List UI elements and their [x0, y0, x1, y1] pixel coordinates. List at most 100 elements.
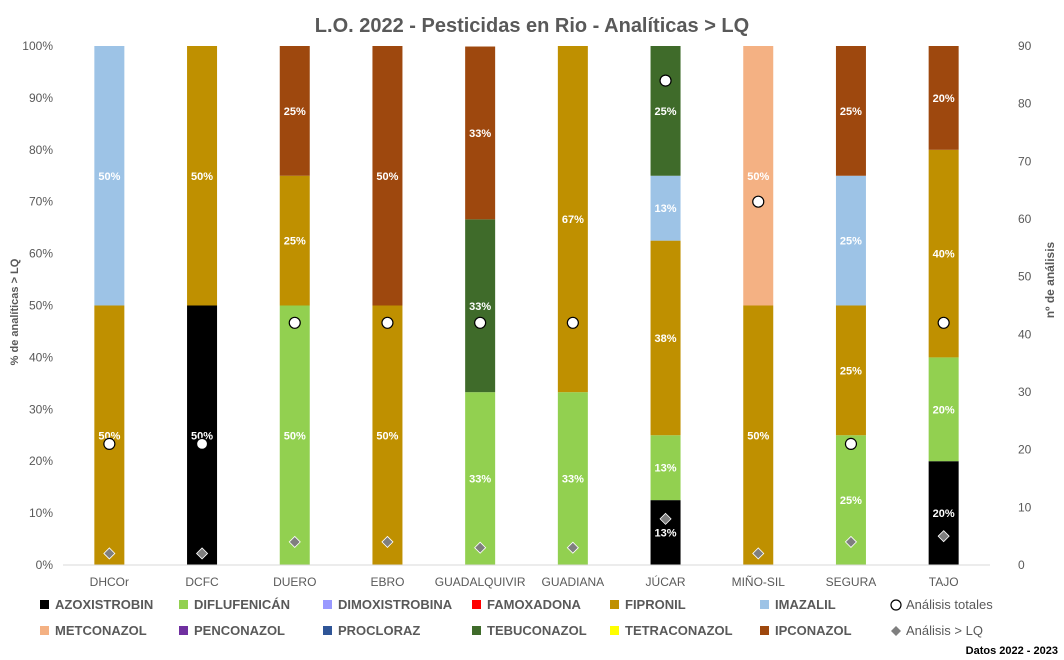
bar-segment: [94, 305, 125, 565]
x-tick-label: DCFC: [185, 575, 219, 589]
bar-segment: [743, 305, 774, 565]
legend-label: METCONAZOL: [55, 623, 147, 638]
bar-data-label: 20%: [933, 404, 955, 416]
y2-tick-label: 30: [1018, 385, 1032, 399]
legend-swatch: [760, 600, 769, 609]
bar-segment: [743, 46, 774, 306]
bar-data-label: 20%: [933, 508, 955, 520]
bar-segment: [557, 46, 588, 393]
x-tick-label: JÚCAR: [646, 574, 686, 589]
y-tick-label: 0%: [36, 558, 54, 572]
bar-data-label: 25%: [284, 236, 306, 248]
analisis-totales-marker: [195, 437, 209, 450]
bar-data-label: 33%: [469, 474, 491, 486]
bar-segment: [650, 500, 681, 565]
legend-label: PROCLORAZ: [338, 623, 420, 638]
analisis-totales-marker: [937, 316, 950, 329]
bar-segment: [835, 46, 866, 176]
bar-segment: [465, 46, 496, 220]
bar-segment: [465, 219, 496, 393]
y-tick-label: 50%: [29, 299, 53, 313]
x-tick-label: MIÑO-SIL: [732, 575, 786, 589]
y2-tick-label: 70: [1018, 154, 1032, 168]
bar-data-label: 25%: [284, 106, 306, 118]
y2-tick-label: 0: [1018, 558, 1025, 572]
bar-data-label: 67%: [562, 214, 584, 226]
bar-data-label: 40%: [933, 249, 955, 261]
legend-label: IPCONAZOL: [775, 623, 852, 638]
bar-segment: [650, 435, 681, 501]
x-tick-label: SEGURA: [826, 575, 877, 589]
footer-note: Datos 2022 - 2023: [966, 645, 1058, 657]
analisis-lq-marker: [937, 530, 950, 543]
y-tick-label: 20%: [29, 454, 53, 468]
legend-label: DIMOXISTROBINA: [338, 597, 453, 612]
analisis-lq-marker: [381, 535, 394, 548]
y2-axis-label: nº de análisis: [1043, 241, 1057, 318]
bar-segment: [928, 461, 959, 565]
y2-tick-label: 50: [1018, 270, 1032, 284]
y2-tick-label: 20: [1018, 443, 1032, 457]
bar-data-label: 38%: [655, 333, 677, 345]
bar-data-label: 50%: [98, 430, 120, 442]
analisis-totales-marker: [566, 316, 579, 329]
analisis-totales-marker: [752, 195, 765, 208]
legend-swatch: [760, 626, 769, 635]
bar-segment: [650, 240, 681, 436]
bar-data-label: 33%: [469, 128, 491, 140]
y-tick-label: 100%: [22, 39, 53, 53]
bar-segment: [187, 46, 218, 306]
analisis-lq-marker: [566, 541, 579, 554]
legend-swatch: [610, 600, 619, 609]
bar-segment: [279, 175, 310, 306]
legend-label: Análisis > LQ: [906, 623, 983, 638]
legend-label: FIPRONIL: [625, 597, 686, 612]
bar-segment: [94, 46, 125, 306]
bar-data-label: 50%: [191, 430, 213, 442]
bar-data-label: 25%: [840, 495, 862, 507]
bar-data-label: 50%: [191, 171, 213, 183]
y2-tick-label: 90: [1018, 39, 1032, 53]
bar-data-label: 50%: [376, 430, 398, 442]
analisis-lq-marker: [103, 547, 116, 560]
y-tick-label: 60%: [29, 247, 53, 261]
bar-segment: [928, 357, 959, 462]
legend-swatch: [472, 600, 481, 609]
bar-data-label: 50%: [747, 430, 769, 442]
y-tick-label: 10%: [29, 506, 53, 520]
bar-data-label: 50%: [98, 171, 120, 183]
chart-title: L.O. 2022 - Pesticidas en Rio - Analític…: [315, 15, 749, 37]
analisis-lq-marker: [288, 535, 301, 548]
bar-segment: [279, 305, 310, 565]
y-tick-label: 90%: [29, 91, 53, 105]
analisis-lq-marker: [474, 541, 487, 554]
analisis-totales-marker: [844, 437, 858, 450]
bar-data-label: 50%: [376, 171, 398, 183]
legend-label: TEBUCONAZOL: [487, 623, 587, 638]
legend-swatch: [323, 626, 332, 635]
bar-data-label: 20%: [933, 93, 955, 105]
bar-segment: [557, 392, 588, 565]
analisis-totales-marker: [288, 316, 301, 329]
analisis-totales-marker: [474, 316, 487, 329]
legend-swatch: [179, 600, 188, 609]
bar-segment: [835, 305, 866, 436]
x-tick-label: TAJO: [929, 575, 959, 589]
bar-data-label: 25%: [840, 106, 862, 118]
bar-segment: [465, 392, 496, 565]
legend-label: TETRACONAZOL: [625, 623, 733, 638]
bar-data-label: 50%: [284, 430, 306, 442]
legend-swatch: [40, 600, 49, 609]
analisis-lq-marker: [844, 535, 858, 548]
bar-segment: [650, 175, 681, 241]
legend-label: DIFLUFENICÁN: [194, 597, 290, 612]
analisis-totales-marker: [659, 74, 672, 87]
x-tick-label: GUADIANA: [542, 575, 605, 589]
bar-data-label: 25%: [840, 236, 862, 248]
x-tick-label: GUADALQUIVIR: [435, 575, 526, 589]
bar-segment: [279, 46, 310, 176]
analisis-totales-marker: [103, 437, 116, 450]
x-tick-label: DUERO: [273, 575, 316, 589]
x-tick-label: EBRO: [370, 575, 404, 589]
